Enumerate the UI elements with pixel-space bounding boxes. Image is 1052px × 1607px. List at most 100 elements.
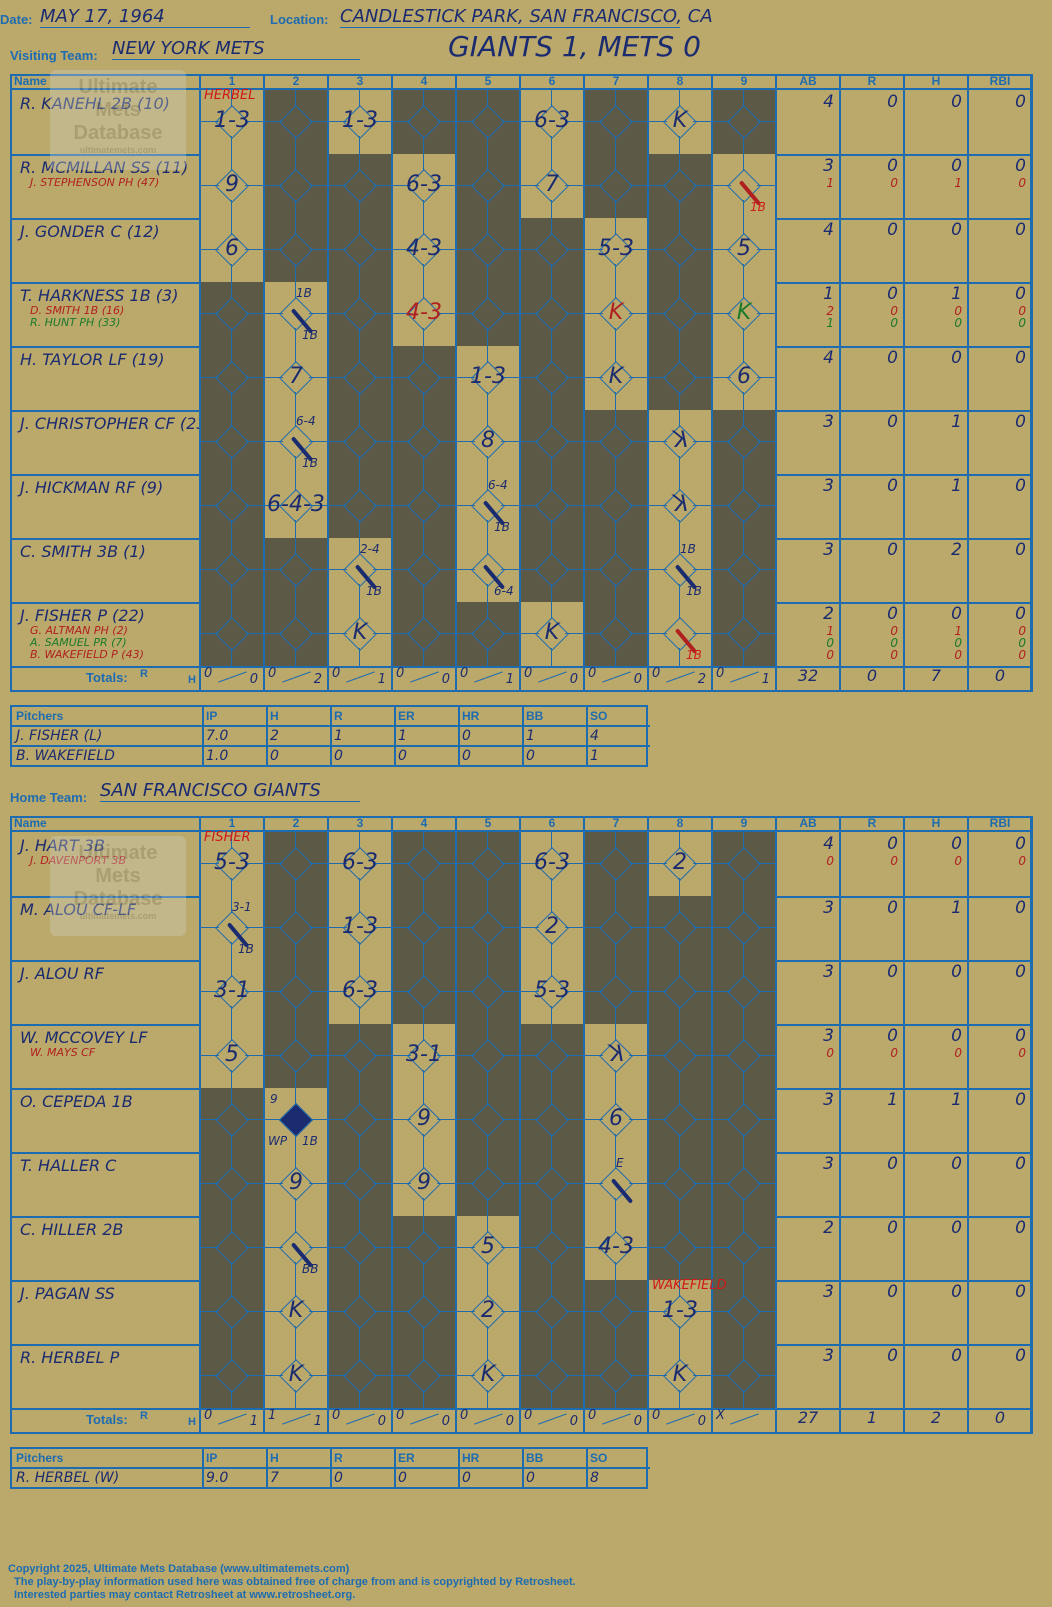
base-diamond (535, 489, 569, 523)
at-bat-cell (520, 538, 584, 602)
stat-value: 0 (887, 540, 898, 560)
home-team-name: SAN FRANCISCO GIANTS (100, 780, 360, 802)
at-bat-cell (328, 346, 392, 410)
base-diamond (599, 425, 633, 459)
pitcher-stat: 1 (590, 748, 599, 764)
at-bat-cell (456, 218, 520, 282)
inning-header: 2 (292, 74, 300, 88)
stat-value: 4 (823, 92, 834, 112)
at-bat-cell: 5 (712, 218, 776, 282)
at-bat-cell (648, 218, 712, 282)
base-diamond (407, 617, 441, 651)
at-bat-cell: 2 (648, 832, 712, 896)
pitcher-note: WAKEFIELD (652, 1278, 727, 1293)
base-diamond (727, 617, 761, 651)
stat-cell-ab: 3 (776, 1088, 840, 1152)
at-bat-cell: 6-4 1B (456, 474, 520, 538)
at-bat-cell: 3-1 1B (200, 896, 264, 960)
at-bat-cell (648, 1024, 712, 1088)
base-diamond (471, 169, 505, 203)
stat-value: 2 (823, 1218, 834, 1238)
base-diamond (215, 425, 249, 459)
batter-row: J. GONDER C (12) 6 4-3 5-3 5 4 0 0 0 (10, 218, 1032, 284)
pitcher-stat: 0 (270, 748, 279, 764)
at-bat-cell (584, 832, 648, 896)
stat-value: 3 (823, 540, 834, 560)
batter-name: O. CEPEDA 1B (20, 1092, 133, 1111)
base-diamond (663, 233, 697, 267)
stat-value: 0 (951, 834, 962, 854)
stat-value: 0 (1015, 1154, 1026, 1174)
play-result: 4-3 (406, 300, 442, 325)
stat-value-sub: 0 (954, 648, 962, 662)
stat-value: 0 (887, 412, 898, 432)
stat-value-sub: 0 (1018, 854, 1026, 868)
stat-value: 0 (951, 156, 962, 176)
base-diamond (471, 1167, 505, 1201)
play-result: 5 (737, 236, 751, 261)
totals-h-key: H (188, 1416, 196, 1428)
batter-name: H. TAYLOR LF (19) (20, 350, 165, 369)
at-bat-cell: K (584, 1024, 648, 1088)
stat-cell-h: 0 (904, 218, 968, 282)
batter-row: R. HERBEL P K K K 3 0 0 0 (10, 1344, 1032, 1410)
stat-cell-r: 0 (840, 960, 904, 1024)
pitcher-stat: 1 (526, 728, 535, 744)
play-result: 2 (673, 850, 687, 875)
stat-cell-ab: 3 (776, 896, 840, 960)
stat-value: 0 (1015, 540, 1026, 560)
at-bat-cell: 1-3 HERBEL (200, 88, 264, 154)
base-diamond (343, 233, 377, 267)
base-diamond (663, 169, 697, 203)
at-bat-cell (584, 90, 648, 154)
play-result: 9 (417, 1170, 431, 1195)
stat-value: 1 (951, 284, 962, 304)
base-diamond (535, 1103, 569, 1137)
base-diamond (407, 911, 441, 945)
play-result: K (608, 1042, 624, 1067)
batter-name-cell: T. HALLER C (10, 1152, 200, 1216)
inning-hits: 2 (313, 672, 322, 687)
play-result: 5 (481, 1234, 495, 1259)
batter-row: J. FISHER P (22) G. ALTMAN PH (2) A. SAMUE… (10, 602, 1032, 668)
stat-cell-ab: 4 (776, 218, 840, 282)
batter-name: J. HART 3B (20, 836, 105, 855)
at-bat-cell (712, 960, 776, 1024)
inning-header: 7 (612, 816, 620, 830)
play-result: 1-3 (470, 364, 506, 389)
stat-cell-r: 0 (840, 346, 904, 410)
watermark-line1: Ultimate (78, 76, 158, 98)
column-header-row: Name 1 2 3 4 5 6 7 8 9 AB R H RBI (10, 816, 1032, 832)
at-bat-cell (392, 346, 456, 410)
stat-cell-rbi: 0 (968, 1344, 1032, 1408)
total-r: 0 (866, 666, 878, 685)
stat-value: 0 (951, 348, 962, 368)
at-bat-cell: 1B (712, 154, 776, 218)
at-bat-cell (456, 282, 520, 346)
watermark-line3: Database (73, 888, 163, 910)
base-diamond (471, 233, 505, 267)
at-bat-cell (392, 474, 456, 538)
stat-value: 4 (823, 834, 834, 854)
at-bat-cell (200, 1344, 264, 1408)
base-diamond (535, 1039, 569, 1073)
stat-value-sub: 0 (890, 316, 898, 330)
play-result: 9 (289, 1170, 303, 1195)
stat-cell-h: 0 (904, 90, 968, 154)
total-rbi: 0 (994, 666, 1006, 685)
at-bat-cell: 6-3 (520, 832, 584, 896)
stat-value-sub: 0 (890, 176, 898, 190)
inning-runs: 0 (204, 1408, 213, 1423)
stat-value: 0 (887, 1026, 898, 1046)
base-diamond (535, 361, 569, 395)
inning-hits: 0 (633, 672, 642, 687)
at-bat-cell (328, 218, 392, 282)
inning-runs: 0 (716, 666, 725, 681)
totals-r-key: R (140, 668, 148, 680)
pitcher-stat: 4 (590, 728, 599, 744)
at-bat-cell (520, 1216, 584, 1280)
